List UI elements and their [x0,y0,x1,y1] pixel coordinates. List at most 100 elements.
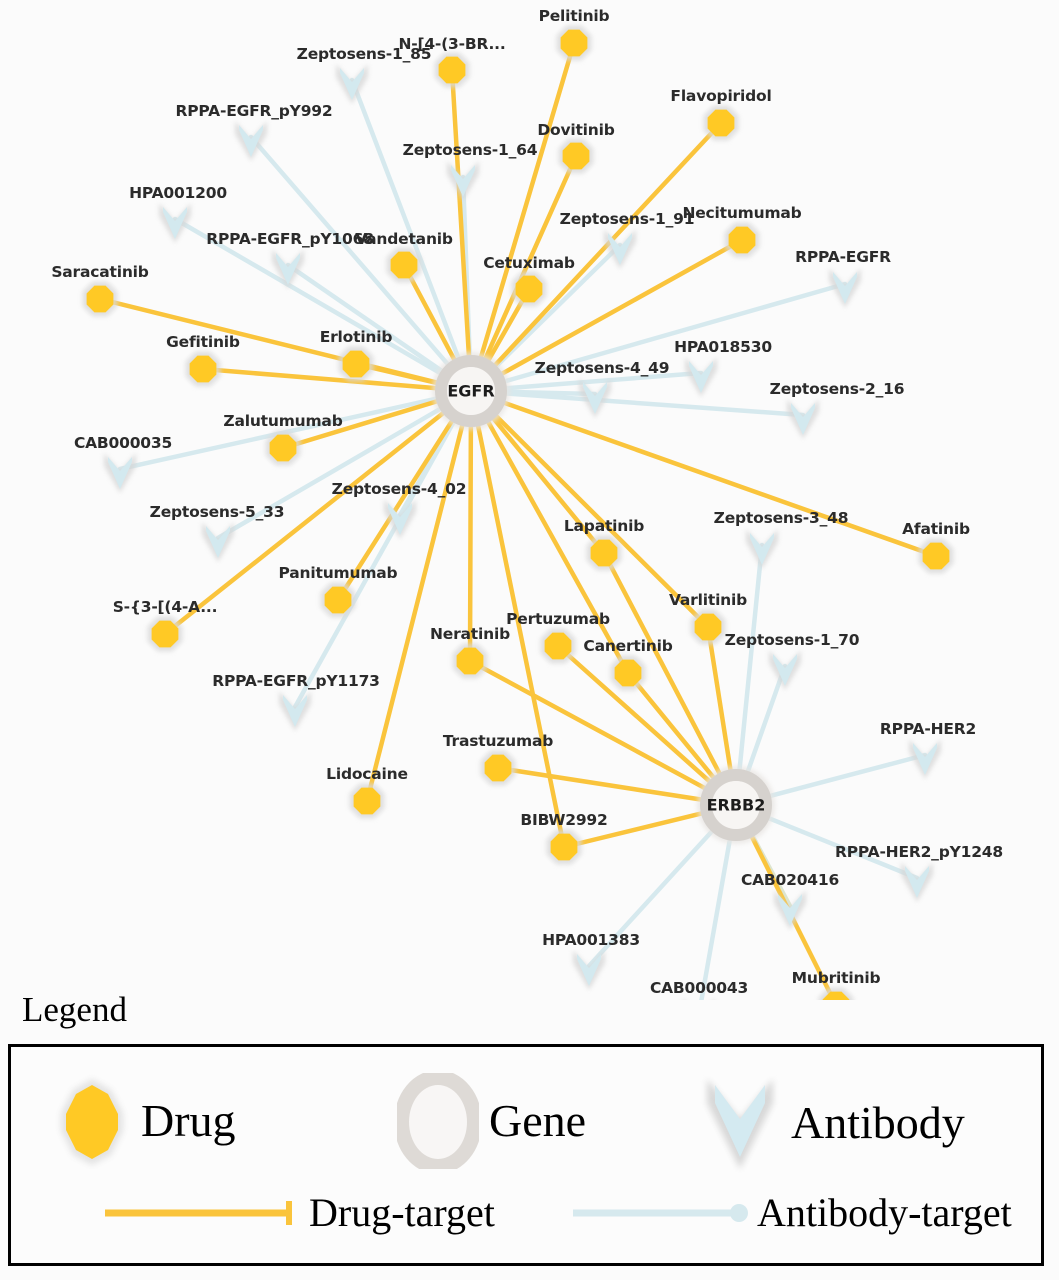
drug-target-edge[interactable] [601,550,723,778]
antibody-node[interactable] [340,68,364,100]
antibody-node[interactable] [689,361,713,393]
drug-target-edge[interactable] [561,810,706,850]
antibody-target-edge[interactable] [490,242,623,373]
drug-target-edge[interactable] [364,421,465,804]
antibody-label: Zeptosens-2_16 [769,380,905,398]
drug-node[interactable] [562,142,590,170]
antibody-target-edge[interactable] [498,390,806,418]
drug-target-edge[interactable] [475,422,567,850]
drug-node[interactable] [151,620,179,648]
antibody-label: RPPA-EGFR_pY1173 [212,672,380,690]
drug-node[interactable] [694,613,722,641]
antibody-target-edge[interactable] [761,813,920,881]
antibody-node[interactable] [206,526,230,558]
antibody-target-edge[interactable] [699,832,734,1000]
antibody-node[interactable] [778,894,802,926]
drug-node[interactable] [456,647,484,675]
drug-label: Varlitinib [668,591,748,609]
antibody-node[interactable] [773,654,797,686]
drug-node[interactable] [550,833,578,861]
antibody-node[interactable] [608,233,632,265]
drug-target-edge[interactable] [555,643,713,785]
drug-node[interactable] [707,109,735,137]
drug-node[interactable] [590,539,618,567]
drug-node[interactable] [342,350,370,378]
antibody-node[interactable] [276,253,300,285]
drug-target-edge[interactable] [500,400,939,559]
antibody-node[interactable] [451,165,475,197]
gene-node-ring[interactable] [435,355,507,427]
antibody-target-edge[interactable] [497,281,848,385]
antibody-target-edge[interactable] [762,752,928,800]
drug-target-edge[interactable] [498,237,745,377]
antibody-target-edge-icon [573,1204,748,1222]
drug-node[interactable] [353,787,381,815]
drug-node[interactable] [544,632,572,660]
drug-target-edge[interactable] [495,765,705,803]
drug-node[interactable] [614,659,642,687]
antibody-node[interactable] [283,695,307,727]
drug-target-edge[interactable] [478,40,577,361]
antibody-target-edge[interactable] [248,134,454,371]
drug-target-edge[interactable] [625,670,717,781]
antibody-label: Zeptosens-1_85 [296,45,432,63]
antibody-target-edge[interactable] [285,262,449,377]
antibody-target-edge[interactable] [736,542,765,778]
gene-node-ring[interactable] [700,769,772,841]
gene-node-core[interactable] [447,367,495,415]
antibody-node[interactable] [577,954,601,986]
drug-label: Mubritinib [791,969,881,987]
antibody-node[interactable] [583,382,607,414]
antibody-target-edge[interactable] [349,77,463,366]
drug-node[interactable] [86,285,114,313]
legend-item-gene: Gene [397,1073,586,1169]
drug-node[interactable] [269,434,297,462]
drug-node[interactable] [390,251,418,279]
antibody-node[interactable] [163,207,187,239]
drug-target-edge[interactable] [705,624,733,774]
drug-node[interactable] [728,226,756,254]
antibody-target-edge[interactable] [172,216,448,379]
antibody-label: RPPA-EGFR [795,248,891,266]
drug-node[interactable] [189,355,217,383]
antibody-label: HPA001383 [542,931,640,949]
drug-target-edge[interactable] [467,422,474,664]
antibody-node[interactable] [913,743,937,775]
drug-target-edge[interactable] [200,366,440,391]
antibody-node[interactable] [388,503,412,535]
gene-node-core[interactable] [712,781,760,829]
antibody-target-edge[interactable] [215,403,448,541]
antibody-label: CAB000043 [649,979,749,997]
antibody-target-edge[interactable] [292,414,459,710]
drug-target-edge[interactable] [490,415,607,556]
drug-node[interactable] [822,991,850,1000]
drug-node[interactable] [438,56,466,84]
antibody-node[interactable] [833,272,857,304]
drug-target-edge[interactable] [467,658,709,792]
drug-node[interactable] [515,275,543,303]
antibody-node[interactable] [905,866,929,898]
drug-target-edge[interactable] [335,417,455,603]
antibody-target-edge[interactable] [498,370,704,391]
drug-target-edge[interactable] [492,412,711,630]
drug-target-edge[interactable] [449,67,472,360]
antibody-node[interactable] [750,533,774,565]
drug-target-edge[interactable] [485,418,631,676]
antibody-target-edge[interactable] [743,663,788,779]
drug-node[interactable] [324,586,352,614]
drug-target-edge[interactable] [482,153,579,363]
antibody-label: CAB020416 [740,871,840,889]
antibody-node[interactable] [791,403,815,435]
drug-target-edge[interactable] [162,409,447,637]
drug-target-edge[interactable] [280,398,441,451]
network-graph-canvas[interactable] [0,0,1059,1000]
drug-node[interactable] [484,754,512,782]
drug-node[interactable] [560,29,588,57]
legend-item-drug-target: Drug-target [103,1193,495,1233]
antibody-node[interactable] [108,457,132,489]
antibody-target-edge[interactable] [586,824,719,969]
drug-node[interactable] [922,542,950,570]
legend-label-gene: Gene [489,1095,587,1146]
antibody-node[interactable] [239,125,263,157]
drug-target-edge-icon [105,1201,292,1225]
